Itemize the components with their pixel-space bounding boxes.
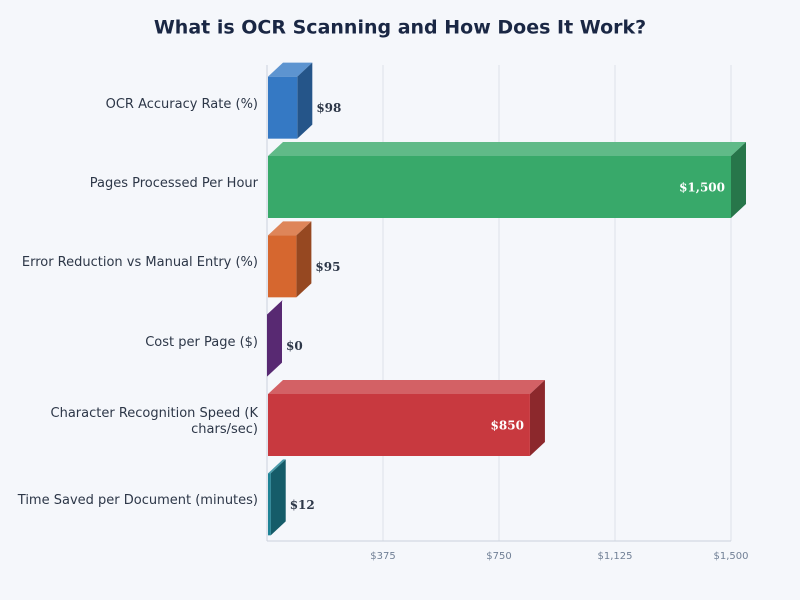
bar [268, 156, 731, 218]
y-tick-label: Time Saved per Document (minutes) [17, 493, 258, 509]
y-tick-label: Cost per Page ($) [145, 334, 258, 350]
value-label: $0 [286, 339, 303, 353]
y-tick-label: Pages Processed Per Hour [89, 176, 258, 191]
bar-side [296, 221, 312, 298]
value-label: $1,500 [679, 181, 725, 195]
y-tick-label: Character Recognition Speed (K chars/sec… [50, 406, 258, 437]
bar [268, 473, 271, 536]
bar-side [270, 459, 286, 536]
x-tick-label: $1,125 [598, 551, 633, 562]
bar-top [268, 459, 286, 474]
x-tick-label: $375 [370, 551, 395, 562]
value-label: $98 [316, 101, 341, 115]
value-label: $95 [315, 260, 340, 274]
bar-side [529, 380, 545, 456]
bar-top [268, 221, 312, 236]
bar-side [297, 62, 313, 139]
bar-top [268, 142, 746, 156]
value-label: $12 [290, 498, 315, 512]
bar-top [268, 62, 313, 77]
chart-title: What is OCR Scanning and How Does It Wor… [154, 17, 646, 39]
bar [268, 394, 530, 456]
y-tick-label: OCR Accuracy Rate (%) [105, 96, 258, 112]
bar [268, 235, 297, 298]
y-tick-label: Error Reduction vs Manual Entry (%) [21, 255, 258, 271]
bar-side [731, 142, 746, 218]
x-tick-label: $1,500 [714, 551, 749, 562]
x-tick-label: $750 [486, 551, 511, 562]
bar-side [267, 300, 282, 377]
value-label: $850 [491, 419, 524, 433]
bar [268, 76, 298, 139]
bar-top [268, 380, 545, 394]
